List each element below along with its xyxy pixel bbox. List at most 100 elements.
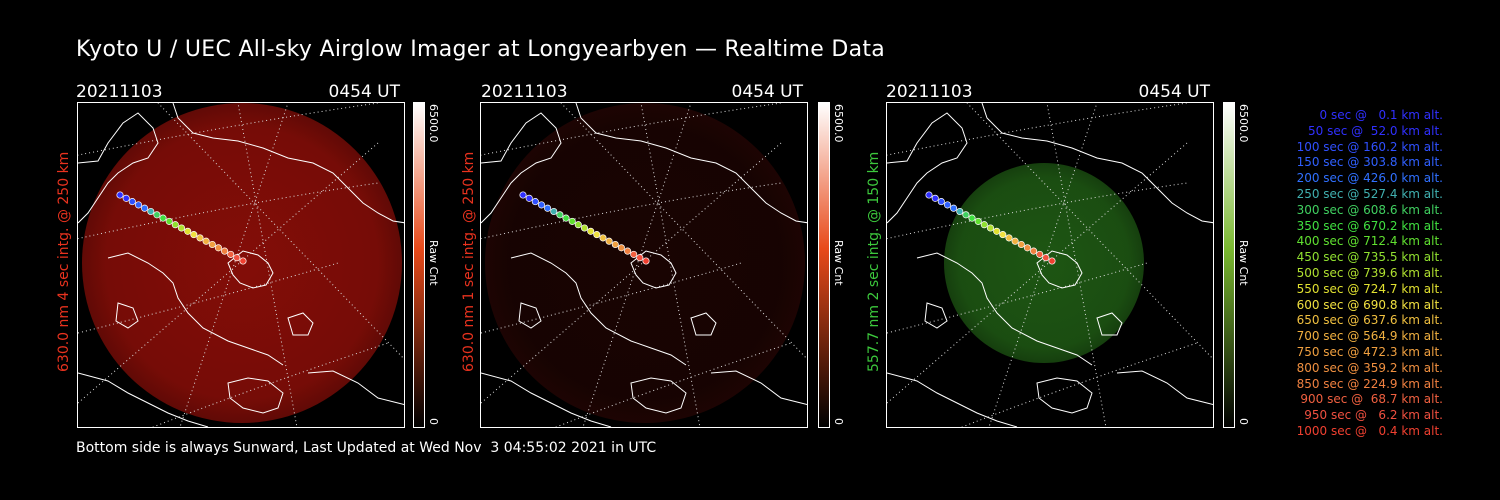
trajectory-point (587, 227, 595, 235)
trajectory-point (642, 257, 650, 265)
panel-3-date: 20211103 (886, 82, 973, 102)
legend-row: 650 sec @ 637.6 km alt. (1296, 313, 1443, 328)
legend-row: 600 sec @ 690.8 km alt. (1296, 297, 1443, 312)
panel-2-time: 0454 UT (731, 82, 804, 102)
trajectory-point (147, 207, 155, 216)
trajectory-point (931, 194, 939, 202)
legend-row: 400 sec @ 712.4 km alt. (1296, 234, 1443, 249)
trajectory-point (943, 201, 952, 209)
legend-row: 700 sec @ 564.9 km alt. (1296, 329, 1443, 344)
trajectory-point (617, 244, 625, 252)
legend-row: 200 sec @ 426.0 km alt. (1296, 171, 1443, 186)
coastlines (481, 103, 807, 427)
trajectory-point (1036, 250, 1044, 258)
panel-2-colorbar-max: 6500.0 (832, 104, 845, 143)
panel-3-colorbar-unit: Raw Cnt (1237, 240, 1250, 286)
legend-row: 500 sec @ 739.6 km alt. (1296, 265, 1443, 280)
panel-3-colorbar-max: 6500.0 (1237, 104, 1250, 143)
latlon-grid (481, 103, 807, 427)
trajectory-point (141, 204, 149, 212)
trajectory-point (999, 231, 1007, 239)
legend-row: 150 sec @ 303.8 km alt. (1296, 155, 1443, 170)
trajectory-point (630, 250, 638, 258)
coastlines (887, 103, 1213, 427)
trajectory-point (605, 237, 613, 245)
trajectory-point (159, 214, 167, 222)
trajectory-point (531, 198, 539, 206)
legend-row: 800 sec @ 359.2 km alt. (1296, 360, 1443, 375)
trajectory-point (1030, 247, 1038, 255)
trajectory-point (171, 221, 179, 229)
trajectory-point (562, 214, 570, 222)
trajectory-point (519, 191, 527, 199)
legend-row: 100 sec @ 160.2 km alt. (1296, 139, 1443, 154)
trajectory-point (956, 207, 964, 216)
trajectory-point (974, 217, 982, 225)
trajectory-point (1017, 240, 1025, 249)
trajectory-point (239, 257, 247, 265)
panel-1-ylabel: 630.0 nm 4 sec intg. @ 250 km (56, 151, 72, 372)
legend-row: 850 sec @ 224.9 km alt. (1296, 376, 1443, 391)
panel-2-allsky-map (480, 102, 808, 428)
panel-3-colorbar-min: 0 (1237, 418, 1250, 425)
trajectory-point (968, 214, 976, 222)
footer-update-note: Bottom side is always Sunward, Last Upda… (76, 440, 657, 456)
trajectory-point (636, 254, 644, 262)
legend-row: 0 sec @ 0.1 km alt. (1319, 108, 1444, 122)
legend-row: 50 sec @ 52.0 km alt. (1308, 123, 1443, 138)
trajectory-point (1011, 237, 1019, 245)
trajectory-point (580, 224, 589, 232)
panel-2-colorbar-unit: Raw Cnt (832, 240, 845, 286)
trajectory-point (611, 240, 619, 249)
trajectory-point (624, 247, 632, 255)
legend-row: 550 sec @ 724.7 km alt. (1296, 281, 1443, 296)
trajectory-point (214, 244, 222, 252)
trajectory-point (986, 224, 995, 232)
airglow-disk (944, 163, 1144, 363)
coastlines (78, 103, 404, 427)
panel-2-colorbar (818, 102, 830, 428)
legend-row: 950 sec @ 6.2 km alt. (1304, 408, 1443, 423)
trajectory-point (227, 250, 235, 258)
trajectory-point (525, 194, 533, 202)
trajectory-point (196, 234, 204, 242)
trajectory-dots (519, 191, 650, 265)
trajectory-point (550, 207, 558, 216)
legend-row: 350 sec @ 670.2 km alt. (1296, 218, 1443, 233)
page-title: Kyoto U / UEC All-sky Airglow Imager at … (76, 37, 886, 62)
trajectory-legend: 0 sec @ 0.1 km alt. 50 sec @ 52.0 km alt.… (1265, 108, 1443, 440)
panel-3-ylabel: 557.7 nm 2 sec intg. @ 150 km (866, 151, 882, 372)
panel-1-colorbar (413, 102, 425, 428)
trajectory-point (962, 211, 970, 219)
legend-row: 1000 sec @ 0.4 km alt. (1296, 423, 1443, 438)
trajectory-point (993, 227, 1001, 235)
trajectory-point (568, 217, 576, 225)
trajectory-point (208, 240, 216, 249)
legend-row: 250 sec @ 527.4 km alt. (1296, 186, 1443, 201)
trajectory-point (1023, 244, 1031, 252)
panel-1-colorbar-min: 0 (427, 418, 440, 425)
trajectory-point (184, 227, 192, 235)
trajectory-point (165, 217, 173, 225)
trajectory-point (593, 231, 601, 239)
panel-2-ylabel: 630.0 nm 1 sec intg. @ 250 km (461, 151, 477, 372)
panel-2-date: 20211103 (481, 82, 568, 102)
panel-1-date: 20211103 (76, 82, 163, 102)
trajectory-point (950, 204, 958, 212)
trajectory-point (544, 204, 552, 212)
trajectory-dots (925, 191, 1056, 265)
trajectory-point (128, 198, 136, 206)
panel-1-time: 0454 UT (328, 82, 401, 102)
trajectory-point (537, 201, 546, 209)
trajectory-point (122, 194, 130, 202)
panel-1-colorbar-max: 6500.0 (427, 104, 440, 143)
trajectory-point (1042, 254, 1050, 262)
trajectory-dots (116, 191, 247, 265)
latlon-grid (78, 103, 404, 427)
legend-row: 900 sec @ 68.7 km alt. (1300, 392, 1443, 407)
trajectory-point (190, 231, 198, 239)
trajectory-point (574, 221, 582, 229)
trajectory-point (116, 191, 124, 199)
panel-3-allsky-map (886, 102, 1214, 428)
trajectory-point (937, 198, 945, 206)
